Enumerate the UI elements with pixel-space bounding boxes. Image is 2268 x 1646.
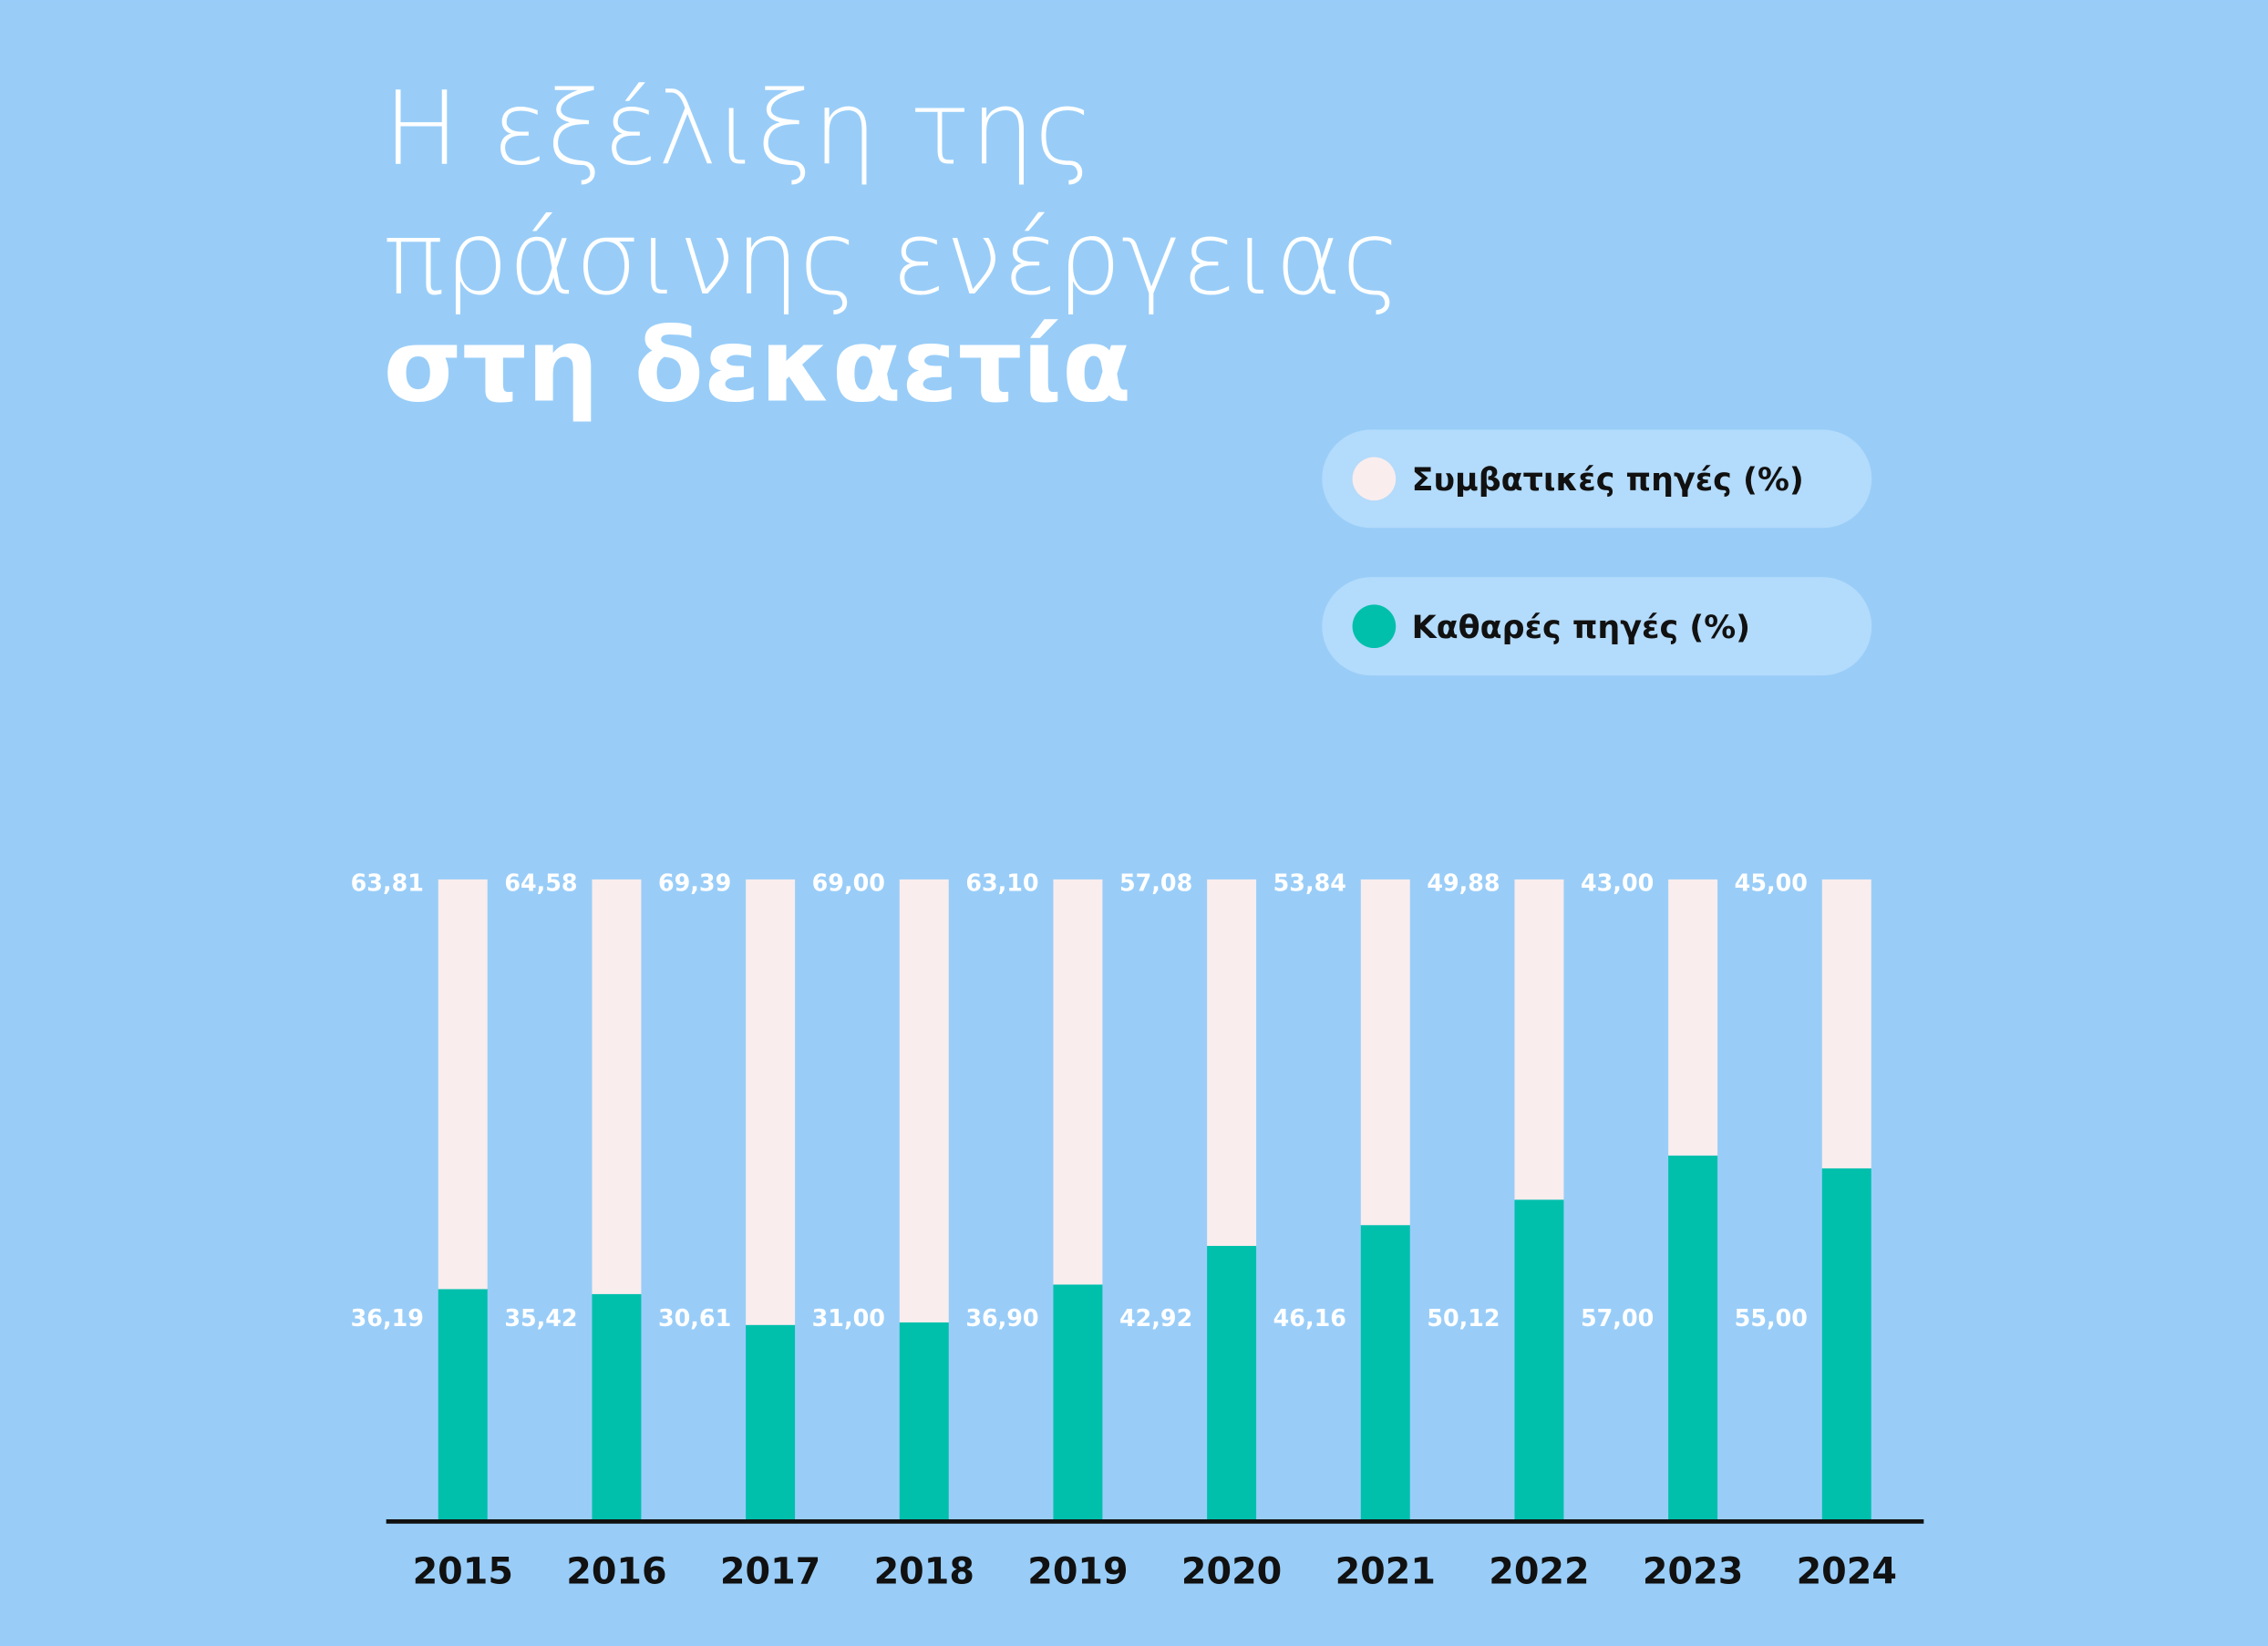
- value-label: 46,16: [1273, 1304, 1346, 1332]
- legend-label: Συμβατικές πηγές (%): [1412, 462, 1804, 499]
- bar-segment: [1053, 1284, 1103, 1522]
- value-label: 57,00: [1581, 1304, 1654, 1332]
- bar-segment: [1360, 1225, 1410, 1522]
- value-label: 49,88: [1427, 869, 1500, 897]
- bar-segment: [746, 1324, 796, 1522]
- x-tick-label: 2023: [1643, 1551, 1743, 1593]
- bar-segment: [1360, 879, 1410, 1226]
- bar-segment: [746, 879, 796, 1325]
- value-label: 35,42: [504, 1304, 577, 1332]
- bar-segment: [899, 879, 949, 1322]
- chart-title: Η εξέλιξη της: [383, 70, 1094, 188]
- value-label: 30,61: [658, 1304, 731, 1332]
- bar-segment: [438, 879, 488, 1290]
- x-tick-label: 2022: [1489, 1551, 1589, 1593]
- x-tick-label: 2019: [1027, 1551, 1128, 1593]
- chart-title: πράσινης ενέργειας: [383, 201, 1401, 318]
- bar-segment: [1668, 879, 1718, 1156]
- value-label: 64,58: [504, 869, 577, 897]
- value-label: 36,19: [351, 1304, 424, 1332]
- bar-segment: [1668, 1155, 1718, 1522]
- value-label: 45,00: [1735, 869, 1808, 897]
- value-label: 55,00: [1735, 1304, 1808, 1332]
- bar-segment: [1514, 1199, 1564, 1522]
- x-tick-label: 2021: [1335, 1551, 1436, 1593]
- value-label: 36,90: [965, 1304, 1038, 1332]
- bar-segment: [899, 1322, 949, 1522]
- value-label: 63,10: [965, 869, 1038, 897]
- legend-item: [1322, 429, 1872, 529]
- bar-segment: [1207, 1246, 1257, 1522]
- bar-segment: [1821, 1168, 1871, 1522]
- bar-segment: [1207, 879, 1257, 1247]
- x-tick-label: 2017: [720, 1551, 820, 1593]
- legend-swatch: [1352, 457, 1397, 501]
- bar-segment: [1053, 879, 1103, 1285]
- legend-item: [1322, 577, 1872, 676]
- value-label: 69,39: [658, 869, 731, 897]
- value-label: 57,08: [1119, 869, 1192, 897]
- value-label: 43,00: [1581, 869, 1654, 897]
- x-tick-label: 2018: [874, 1551, 974, 1593]
- legend-label: Καθαρές πηγές (%): [1412, 610, 1750, 646]
- x-tick-label: 2020: [1181, 1551, 1282, 1593]
- value-label: 42,92: [1119, 1304, 1192, 1332]
- x-tick-label: 2016: [566, 1551, 666, 1593]
- bar-segment: [592, 1293, 642, 1522]
- bar-segment: [1821, 879, 1871, 1168]
- value-label: 63,81: [351, 869, 424, 897]
- bar-segment: [592, 879, 642, 1294]
- legend-swatch: [1352, 604, 1397, 649]
- value-label: 53,84: [1273, 869, 1346, 897]
- value-label: 31,00: [812, 1304, 885, 1332]
- x-tick-label: 2015: [413, 1551, 513, 1593]
- value-label: 69,00: [812, 869, 885, 897]
- chart-title: στη δεκαετία: [383, 308, 1131, 426]
- bar-segment: [438, 1289, 488, 1522]
- x-tick-label: 2024: [1797, 1551, 1897, 1593]
- value-label: 50,12: [1427, 1304, 1500, 1332]
- bar-segment: [1514, 879, 1564, 1200]
